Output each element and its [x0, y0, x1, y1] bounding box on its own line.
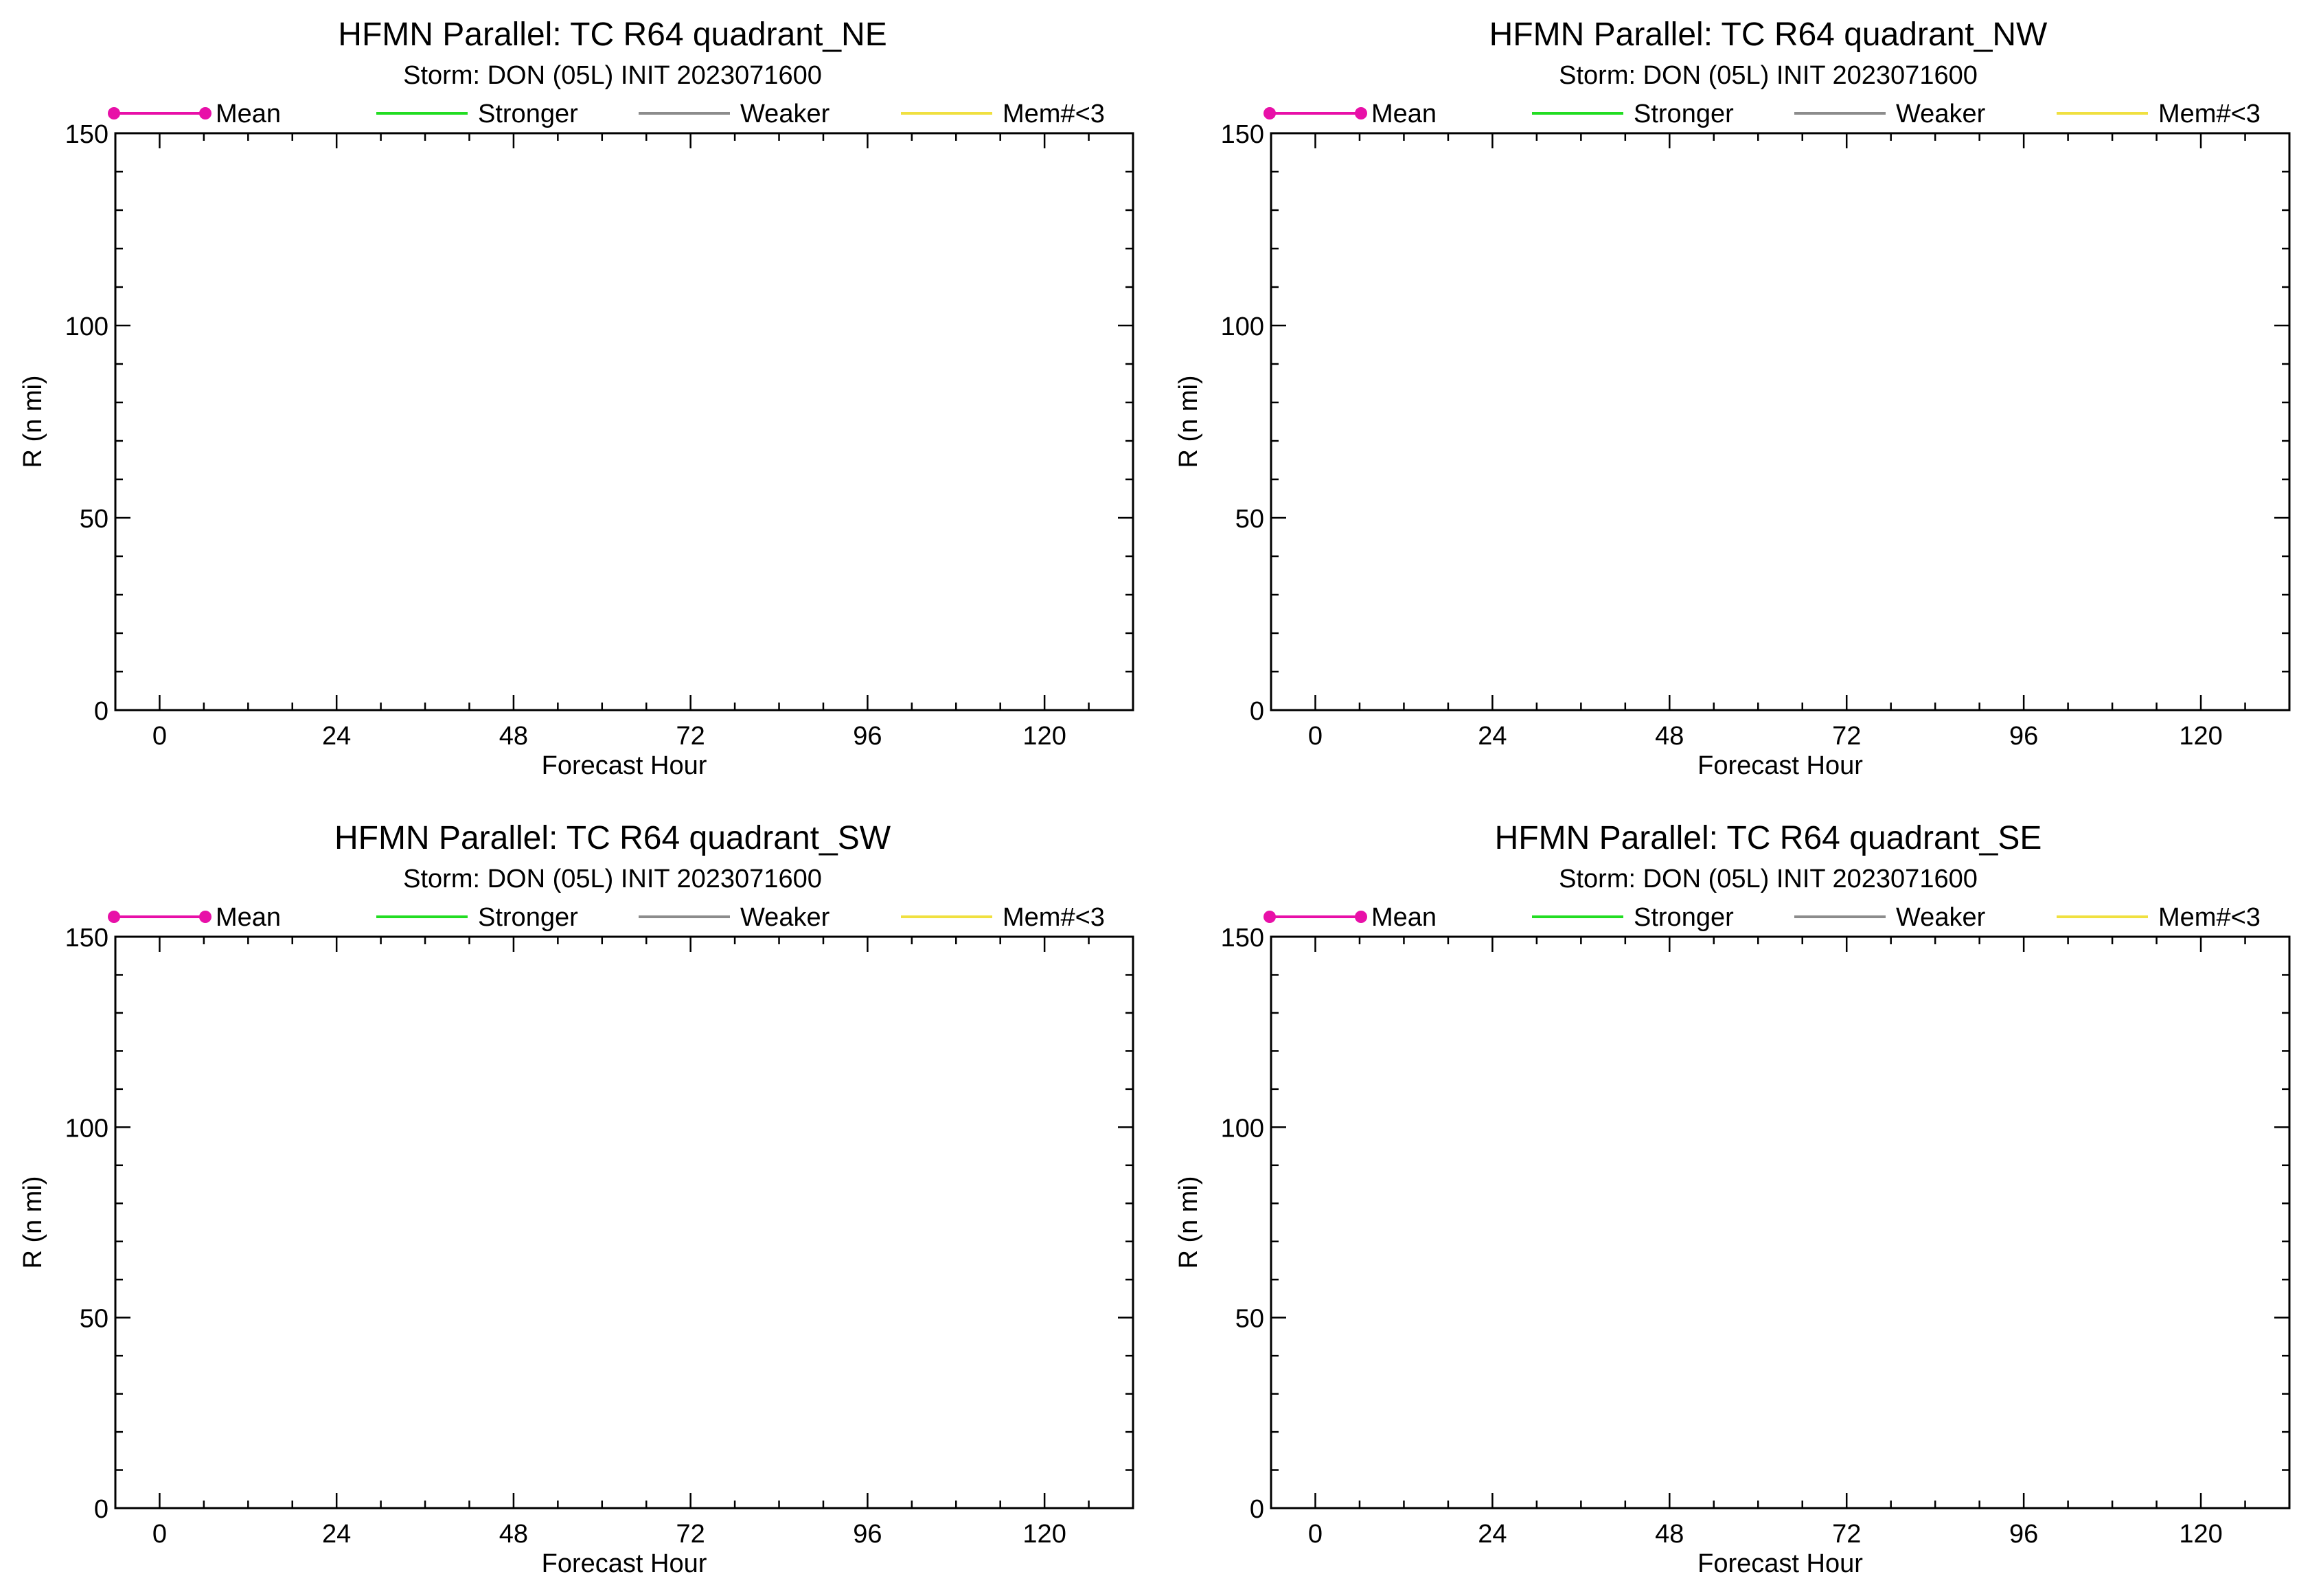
plot-frame: [114, 132, 1134, 711]
legend-label: Stronger: [1634, 903, 1734, 932]
y-tick-label: 150: [65, 924, 108, 953]
plot-frame: [1270, 935, 2291, 1509]
x-tick-label: 120: [2179, 722, 2222, 751]
x-tick-label: 72: [676, 722, 705, 751]
legend-marker: [199, 911, 211, 923]
legend-label: Stronger: [478, 100, 578, 128]
x-tick-label: 48: [1655, 1520, 1684, 1549]
chart-panel: HFMN Parallel: TC R64 quadrant_NW Storm: …: [1174, 16, 2291, 780]
y-tick-label: 100: [1221, 1114, 1264, 1143]
legend-marker: [1263, 911, 1276, 923]
legend-label: Stronger: [478, 903, 578, 932]
chart-title: HFMN Parallel: TC R64 quadrant_NE: [338, 16, 887, 53]
legend-label: Mem#<3: [2158, 100, 2261, 128]
legend-marker: [1263, 107, 1276, 119]
legend-label: Mem#<3: [1003, 100, 1105, 128]
y-axis-label: R (n mi): [1174, 1176, 1203, 1268]
y-tick-label: 150: [1221, 924, 1264, 953]
x-axis-label: Forecast Hour: [1697, 751, 1863, 780]
legend-label: Mem#<3: [1003, 903, 1105, 932]
legend-label: Weaker: [740, 100, 830, 128]
y-tick-label: 0: [94, 1495, 108, 1524]
y-tick-label: 50: [1235, 505, 1264, 534]
chart-subtitle: Storm: DON (05L) INIT 2023071600: [1559, 865, 1978, 893]
y-tick-label: 100: [1221, 312, 1264, 341]
chart-title: HFMN Parallel: TC R64 quadrant_NW: [1489, 16, 2048, 53]
y-axis-label: R (n mi): [1174, 375, 1203, 468]
x-tick-label: 72: [1832, 722, 1861, 751]
x-tick-label: 72: [676, 1520, 705, 1549]
legend-marker: [199, 107, 211, 119]
x-tick-label: 96: [2009, 722, 2038, 751]
x-tick-label: 120: [1022, 722, 1066, 751]
y-tick-label: 0: [94, 697, 108, 726]
legend-label: Weaker: [1896, 100, 1986, 128]
chart-panel: HFMN Parallel: TC R64 quadrant_SE Storm: …: [1174, 820, 2291, 1578]
x-tick-label: 48: [499, 722, 528, 751]
x-axis-label: Forecast Hour: [1697, 1549, 1863, 1578]
x-tick-label: 0: [1308, 1520, 1323, 1549]
x-tick-label: 24: [322, 722, 351, 751]
x-tick-label: 0: [1308, 722, 1323, 751]
plot-frame: [114, 935, 1134, 1509]
legend-marker: [1355, 911, 1367, 923]
chart-panel: HFMN Parallel: TC R64 quadrant_SW Storm: …: [19, 820, 1134, 1578]
y-tick-label: 50: [80, 505, 108, 534]
x-tick-label: 96: [853, 1520, 882, 1549]
legend-label: Stronger: [1634, 100, 1734, 128]
legend-label: Mean: [1371, 903, 1437, 932]
chart-title: HFMN Parallel: TC R64 quadrant_SW: [334, 820, 891, 856]
legend-label: Mean: [216, 100, 281, 128]
x-tick-label: 120: [1022, 1520, 1066, 1549]
chart-subtitle: Storm: DON (05L) INIT 2023071600: [1559, 61, 1978, 90]
y-axis-label: R (n mi): [19, 375, 47, 468]
x-tick-label: 72: [1832, 1520, 1861, 1549]
legend-label: Mean: [1371, 100, 1437, 128]
legend-label: Mem#<3: [2158, 903, 2261, 932]
x-tick-label: 24: [322, 1520, 351, 1549]
y-tick-label: 50: [1235, 1305, 1264, 1334]
plot-frame: [1270, 132, 2291, 711]
legend-marker: [108, 911, 120, 923]
y-tick-label: 50: [80, 1305, 108, 1334]
y-tick-label: 100: [65, 312, 108, 341]
y-tick-label: 150: [1221, 120, 1264, 149]
chart-panel: HFMN Parallel: TC R64 quadrant_NE Storm: …: [19, 16, 1134, 780]
x-tick-label: 0: [152, 1520, 167, 1549]
x-tick-label: 24: [1478, 1520, 1507, 1549]
y-tick-label: 100: [65, 1114, 108, 1143]
x-tick-label: 0: [152, 722, 167, 751]
y-tick-label: 150: [65, 120, 108, 149]
legend-label: Mean: [216, 903, 281, 932]
x-axis-label: Forecast Hour: [542, 751, 707, 780]
chart-subtitle: Storm: DON (05L) INIT 2023071600: [403, 61, 822, 90]
x-tick-label: 48: [499, 1520, 528, 1549]
legend-label: Weaker: [1896, 903, 1986, 932]
x-tick-label: 24: [1478, 722, 1507, 751]
legend-label: Weaker: [740, 903, 830, 932]
chart-subtitle: Storm: DON (05L) INIT 2023071600: [403, 865, 822, 893]
x-tick-label: 120: [2179, 1520, 2222, 1549]
chart-title: HFMN Parallel: TC R64 quadrant_SE: [1495, 820, 2042, 856]
x-tick-label: 96: [853, 722, 882, 751]
y-tick-label: 0: [1250, 1495, 1264, 1524]
legend-marker: [108, 107, 120, 119]
x-tick-label: 48: [1655, 722, 1684, 751]
legend-marker: [1355, 107, 1367, 119]
y-axis-label: R (n mi): [19, 1176, 47, 1268]
y-tick-label: 0: [1250, 697, 1264, 726]
x-axis-label: Forecast Hour: [542, 1549, 707, 1578]
x-tick-label: 96: [2009, 1520, 2038, 1549]
